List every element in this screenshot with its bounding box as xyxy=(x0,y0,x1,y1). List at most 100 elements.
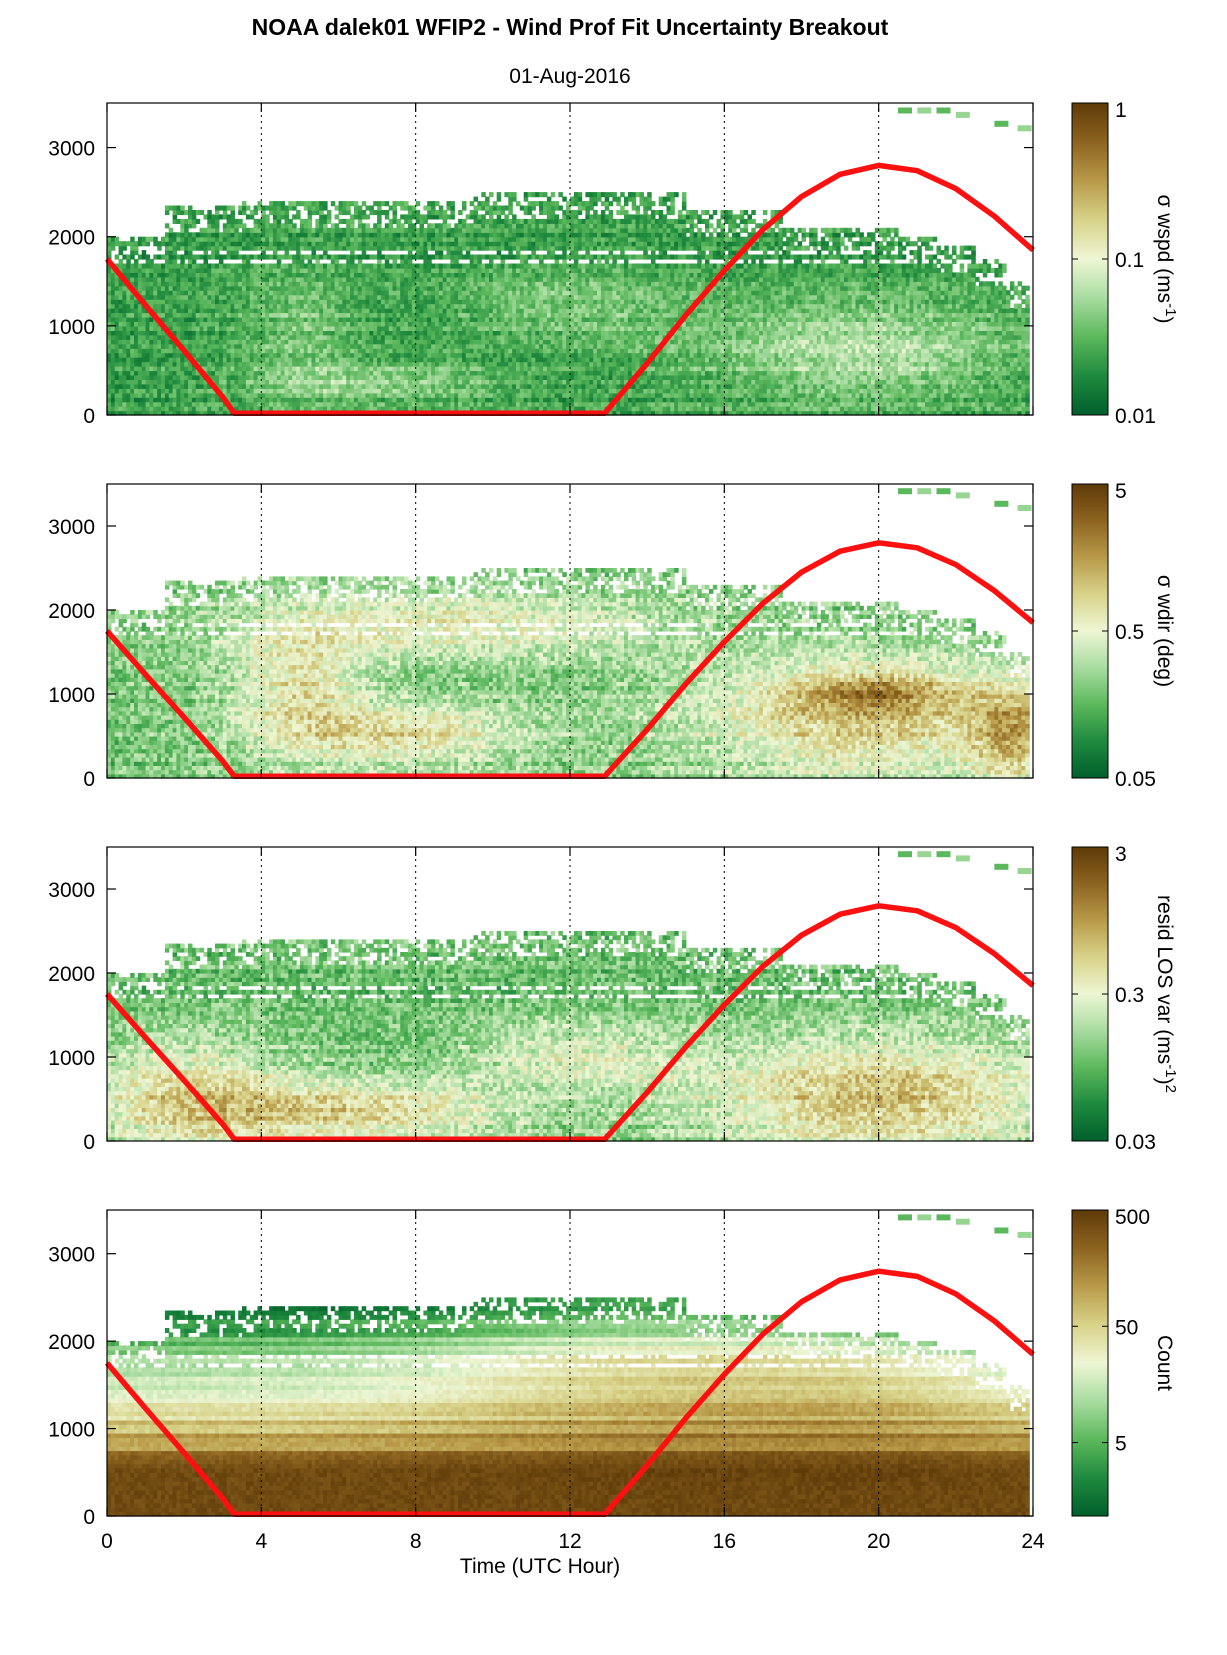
heat-cell xyxy=(149,286,154,291)
heat-cell xyxy=(169,232,174,237)
heat-cell xyxy=(169,206,174,211)
heat-cell xyxy=(200,379,205,384)
heat-cell xyxy=(122,357,127,362)
heat-cell xyxy=(161,335,166,340)
heat-cell xyxy=(169,268,174,273)
heat-cell xyxy=(149,344,154,349)
heat-cell xyxy=(161,290,166,295)
heat-cell xyxy=(188,299,193,304)
heat-cell xyxy=(180,206,185,211)
heat-cell xyxy=(200,290,205,295)
heat-cell xyxy=(188,250,193,255)
heat-cell xyxy=(200,255,205,260)
heat-cell xyxy=(196,286,201,291)
heat-cell xyxy=(169,384,174,389)
heat-cell xyxy=(180,402,185,407)
heat-cell xyxy=(126,335,131,340)
heat-cell xyxy=(161,344,166,349)
heat-cell xyxy=(215,241,220,246)
heat-cell xyxy=(126,268,131,273)
heat-cell xyxy=(149,375,154,380)
heat-cell xyxy=(176,388,181,393)
heat-cell xyxy=(153,357,158,362)
heat-cell xyxy=(107,335,112,340)
heat-cell xyxy=(161,308,166,313)
heat-cell xyxy=(180,290,185,295)
heat-cell xyxy=(122,330,127,335)
heat-cell xyxy=(142,281,147,286)
heat-cell xyxy=(176,286,181,291)
heat-cell xyxy=(134,268,139,273)
heat-cell xyxy=(188,264,193,269)
heat-cell xyxy=(176,384,181,389)
heat-cell xyxy=(200,317,205,322)
heat-cell xyxy=(153,264,158,269)
heat-cell xyxy=(107,246,112,251)
heat-cell xyxy=(142,384,147,389)
heat-cell xyxy=(161,353,166,358)
heat-cell xyxy=(107,362,112,367)
heat-cell xyxy=(188,214,193,219)
heat-cell xyxy=(169,255,174,260)
figure-title: NOAA dalek01 WFIP2 - Wind Prof Fit Uncer… xyxy=(252,14,889,40)
heat-cell xyxy=(169,353,174,358)
heat-cell xyxy=(169,406,174,411)
heat-cell xyxy=(207,264,212,269)
heat-cell xyxy=(196,406,201,411)
heat-cell xyxy=(207,308,212,313)
heat-cell xyxy=(188,402,193,407)
heat-cell xyxy=(122,286,127,291)
heat-cell xyxy=(107,339,112,344)
heat-cell xyxy=(134,366,139,371)
heat-cell xyxy=(196,317,201,322)
heat-cell xyxy=(107,384,112,389)
heat-cell xyxy=(196,237,201,242)
heat-cell xyxy=(188,241,193,246)
heat-cell xyxy=(176,308,181,313)
heat-cell xyxy=(176,304,181,309)
heat-cell xyxy=(115,348,120,353)
heat-cell xyxy=(107,366,112,371)
heat-cell xyxy=(176,366,181,371)
heat-cell xyxy=(196,308,201,313)
heat-cell xyxy=(176,246,181,251)
heat-cell xyxy=(161,348,166,353)
heat-cell xyxy=(142,313,147,318)
heat-cell xyxy=(122,264,127,269)
heat-cell xyxy=(126,330,131,335)
heat-cell xyxy=(115,317,120,322)
heat-cell xyxy=(161,277,166,282)
heat-cell xyxy=(176,375,181,380)
heat-cell xyxy=(180,259,185,264)
heat-cell xyxy=(215,330,220,335)
heat-cell xyxy=(196,290,201,295)
heat-cell xyxy=(142,241,147,246)
heat-cell xyxy=(126,313,131,318)
heat-cell xyxy=(200,308,205,313)
heat-cell xyxy=(107,375,112,380)
heat-cell xyxy=(196,277,201,282)
heat-cell xyxy=(161,299,166,304)
heat-cell xyxy=(180,237,185,242)
heat-cell xyxy=(165,210,170,215)
heat-cell xyxy=(149,393,154,398)
heat-cell xyxy=(207,290,212,295)
heat-cell xyxy=(122,379,127,384)
heat-cell xyxy=(173,250,178,255)
heat-cell xyxy=(142,268,147,273)
heat-cell xyxy=(169,348,174,353)
heat-cell xyxy=(142,339,147,344)
heat-cell xyxy=(196,219,201,224)
heat-cell xyxy=(122,255,127,260)
heat-cell xyxy=(180,210,185,215)
heat-cell xyxy=(153,304,158,309)
heat-cell xyxy=(134,402,139,407)
heat-cell xyxy=(169,313,174,318)
heat-cell xyxy=(115,353,120,358)
heat-cell xyxy=(107,330,112,335)
heat-cell xyxy=(107,406,112,411)
heat-cell xyxy=(207,362,212,367)
heat-cell xyxy=(215,290,220,295)
heat-cell xyxy=(115,237,120,242)
heat-cell xyxy=(149,379,154,384)
